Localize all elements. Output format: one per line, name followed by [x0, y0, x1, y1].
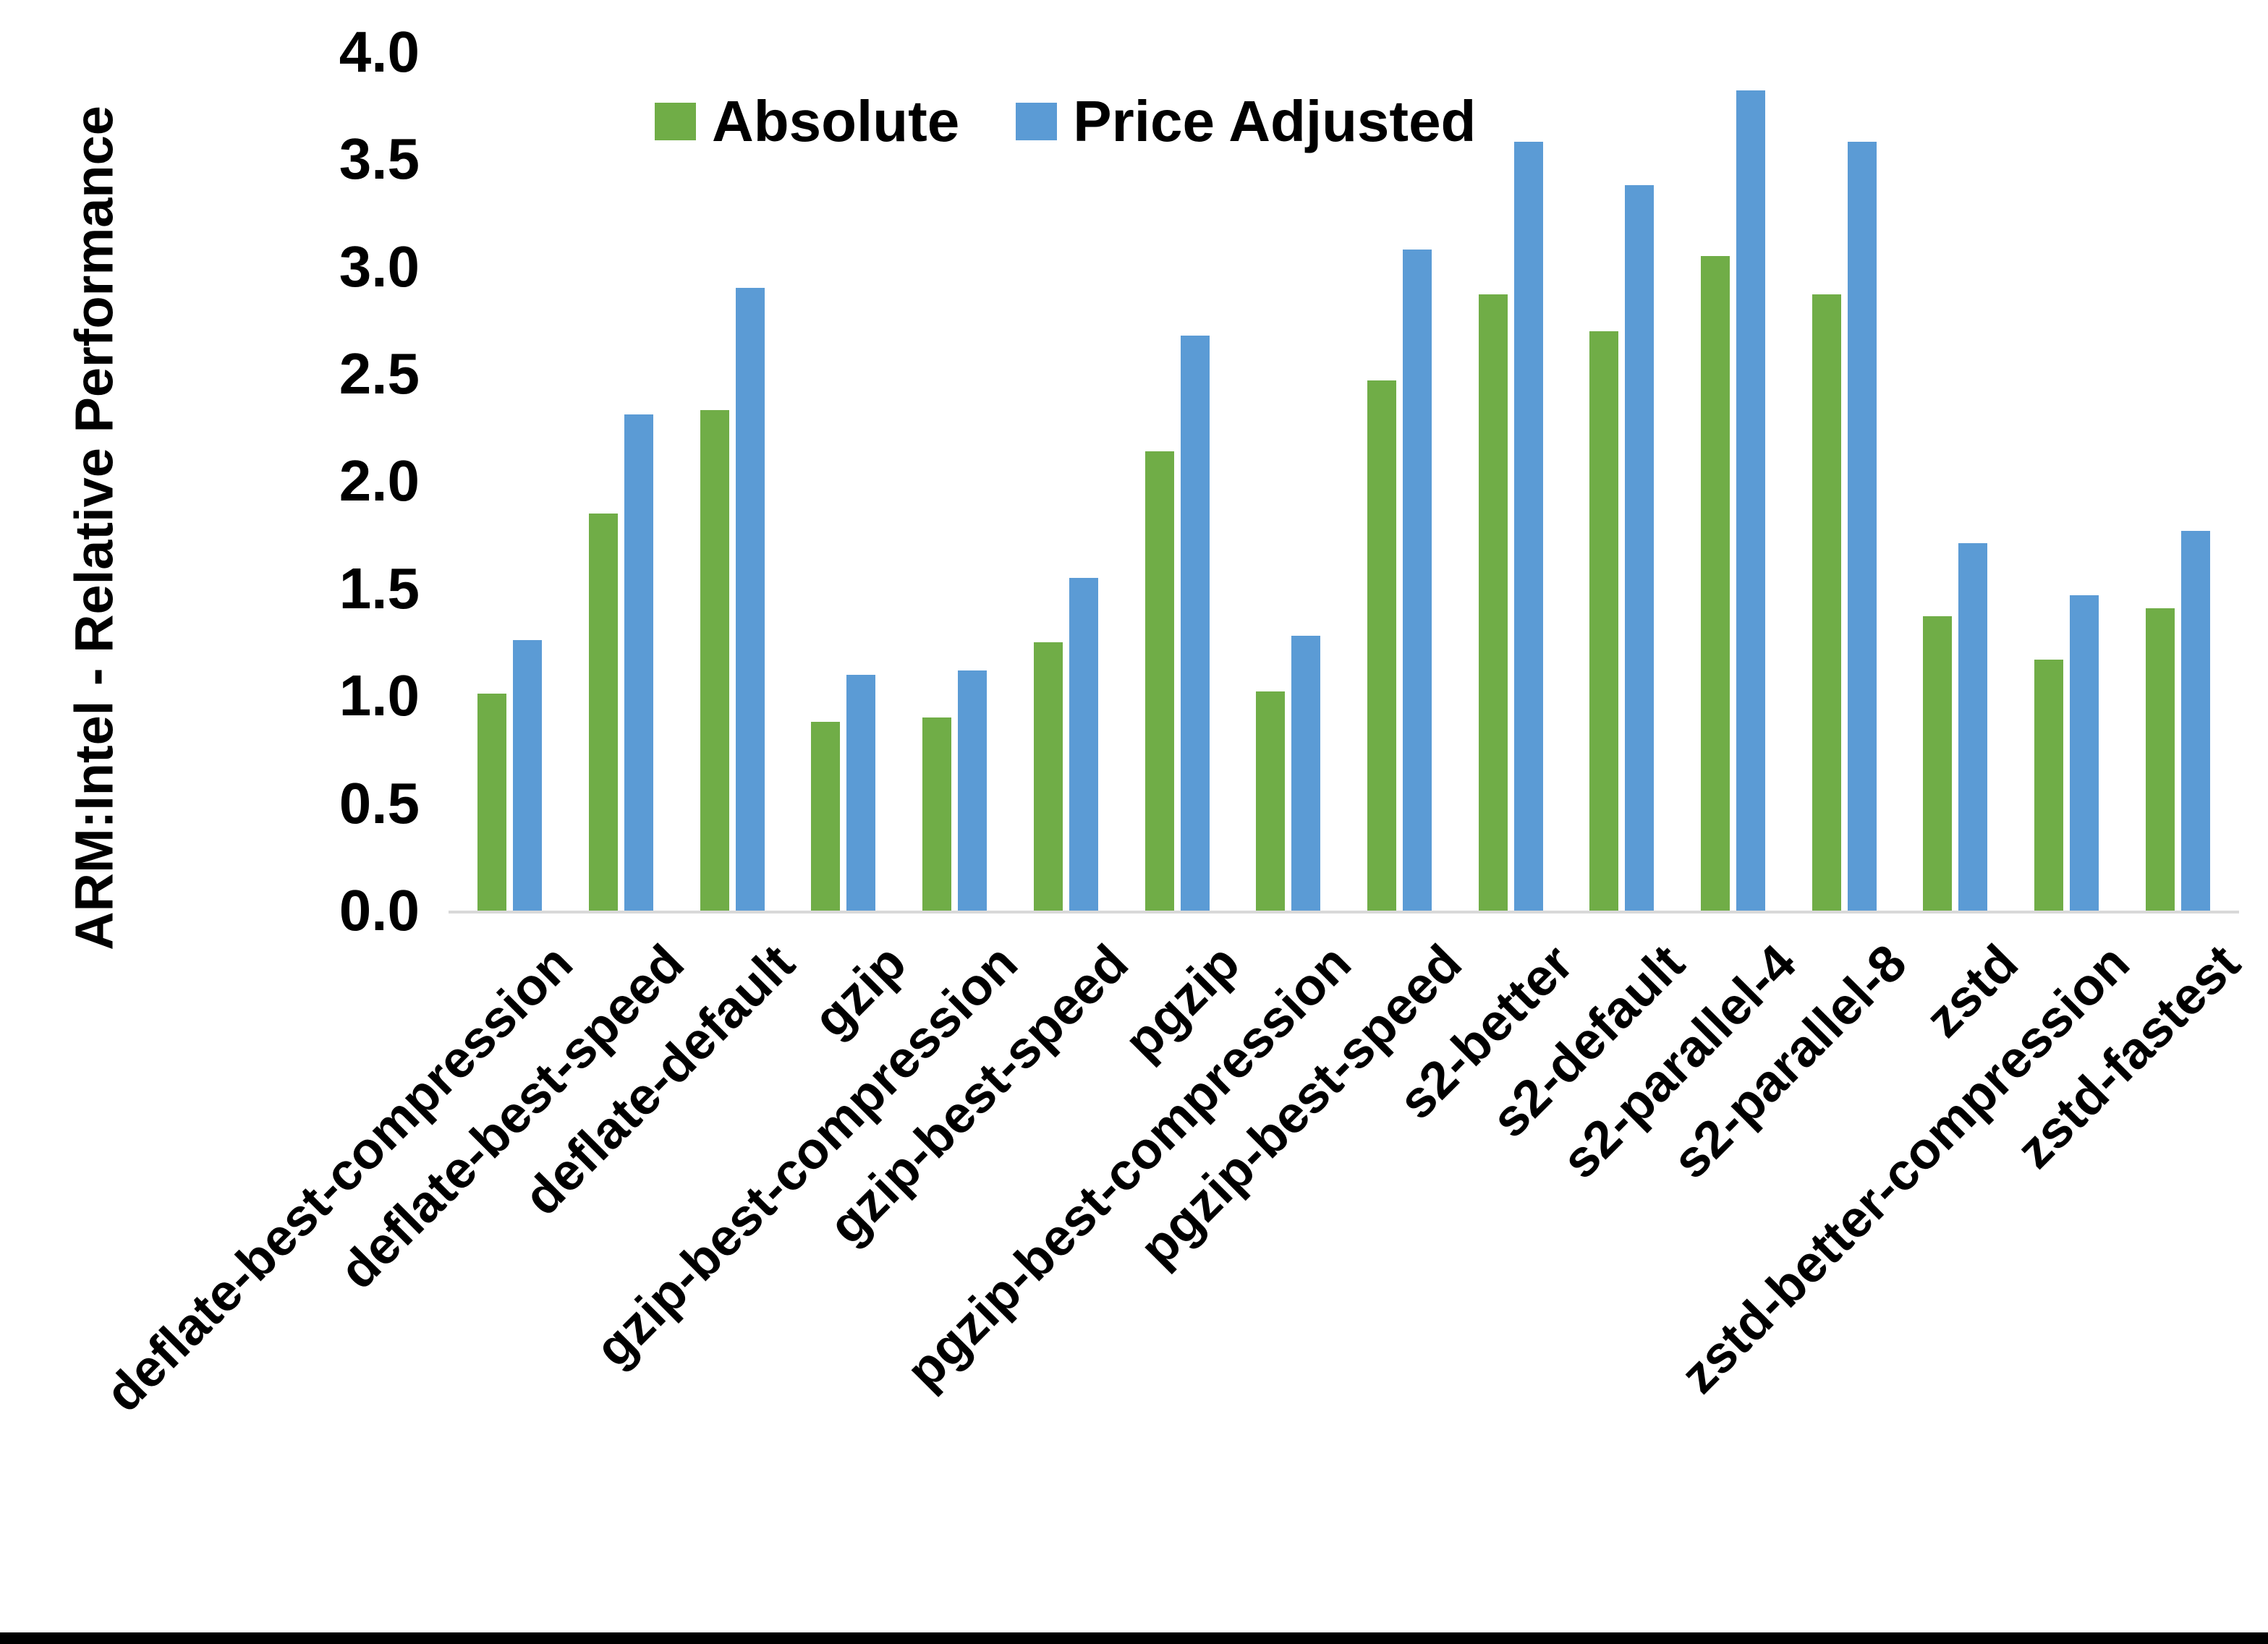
- y-tick-label-2.5: 2.5: [339, 341, 420, 406]
- bar-absolute-gzip-best-compression: [922, 717, 952, 911]
- bar-absolute-s2-parallel-8: [1812, 294, 1841, 911]
- bar-price-adjusted-gzip-best-speed: [1069, 577, 1098, 911]
- legend: Absolute Price Adjusted: [655, 88, 1476, 155]
- legend-label-price-adjusted: Price Adjusted: [1073, 89, 1477, 153]
- bar-price-adjusted-gzip: [846, 674, 876, 911]
- bar-price-adjusted-zstd: [1958, 543, 1988, 911]
- bar-absolute-pgzip-best-speed: [1367, 380, 1396, 911]
- y-tick-label-0.5: 0.5: [339, 770, 420, 835]
- bar-absolute-zstd-better-compression: [2034, 659, 2064, 911]
- bar-price-adjusted-s2-parallel-8: [1847, 142, 1877, 911]
- y-tick-label-3.5: 3.5: [339, 127, 420, 192]
- y-tick-label-0.0: 0.0: [339, 878, 420, 942]
- bar-absolute-gzip: [811, 721, 841, 911]
- bar-absolute-s2-better: [1478, 294, 1508, 911]
- bar-absolute-pgzip: [1144, 451, 1174, 911]
- bar-price-adjusted-s2-better: [1513, 142, 1543, 911]
- x-axis-line: [449, 911, 2239, 913]
- bar-price-adjusted-pgzip-best-compression: [1291, 636, 1321, 911]
- bar-price-adjusted-zstd-fastest: [2180, 530, 2210, 911]
- legend-item-price-adjusted: Price Adjusted: [1016, 88, 1476, 155]
- bar-absolute-deflate-best-compression: [477, 694, 507, 911]
- bar-absolute-zstd-fastest: [2145, 608, 2175, 911]
- legend-swatch-absolute: [655, 103, 696, 140]
- bar-price-adjusted-deflate-best-compression: [513, 640, 543, 911]
- bar-absolute-deflate-default: [700, 410, 729, 911]
- legend-label-absolute: Absolute: [712, 89, 960, 153]
- y-tick-label-1.5: 1.5: [339, 555, 420, 621]
- bar-price-adjusted-pgzip: [1180, 335, 1210, 911]
- bar-price-adjusted-deflate-default: [735, 288, 765, 911]
- y-axis-title: ARM:Intel - Relative Performance: [64, 106, 124, 950]
- y-tick-label-2.0: 2.0: [339, 448, 420, 514]
- y-tick-label-1.0: 1.0: [339, 663, 420, 728]
- legend-swatch-price-adjusted: [1016, 103, 1058, 140]
- bar-absolute-zstd: [1923, 616, 1953, 911]
- bar-price-adjusted-pgzip-best-speed: [1402, 249, 1432, 911]
- bar-price-adjusted-s2-default: [1625, 184, 1655, 911]
- bar-absolute-pgzip-best-compression: [1256, 691, 1286, 911]
- bar-price-adjusted-s2-parallel-4: [1736, 90, 1766, 911]
- bar-absolute-s2-parallel-4: [1701, 255, 1730, 911]
- legend-item-absolute: Absolute: [655, 88, 959, 155]
- y-tick-label-4.0: 4.0: [339, 19, 420, 84]
- bar-price-adjusted-gzip-best-compression: [958, 670, 988, 911]
- bar-absolute-gzip-best-speed: [1033, 642, 1063, 911]
- bottom-border-bar: [0, 1632, 2268, 1644]
- bar-absolute-deflate-best-speed: [589, 513, 619, 911]
- bar-price-adjusted-zstd-better-compression: [2070, 595, 2099, 911]
- bar-absolute-s2-default: [1589, 331, 1619, 911]
- bar-price-adjusted-deflate-best-speed: [624, 414, 654, 911]
- y-tick-label-3.0: 3.0: [339, 234, 420, 299]
